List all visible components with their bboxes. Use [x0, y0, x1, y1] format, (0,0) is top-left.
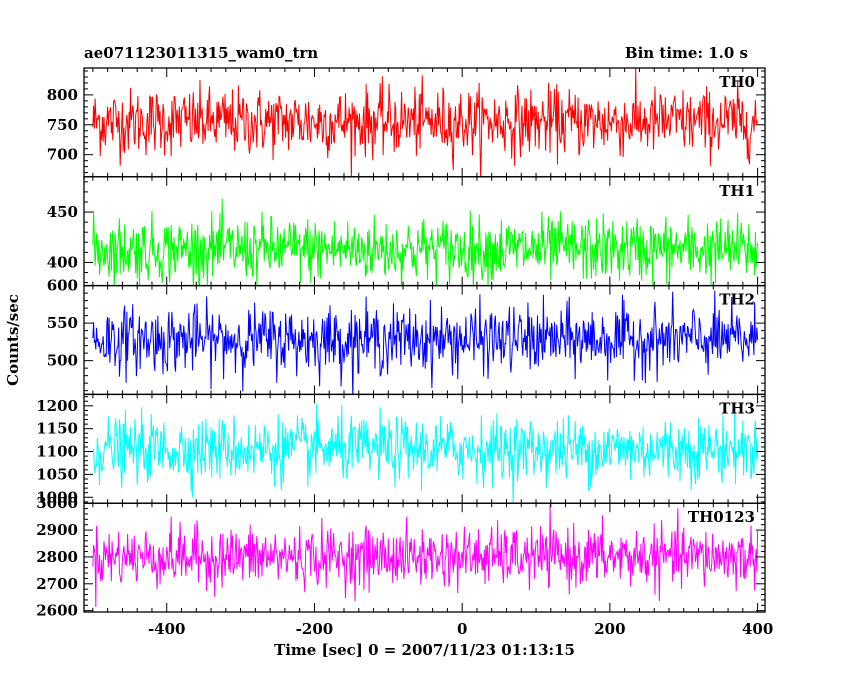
y-tick-label: 2700: [36, 575, 78, 593]
panel-frame: [83, 502, 766, 613]
panel-th0: 700 750 800 TH0: [47, 67, 766, 178]
panel-th1: 400 450 TH1: [47, 176, 766, 287]
series-line-th3: [92, 403, 759, 503]
panel-label-th2: TH2: [719, 291, 755, 309]
y-tick-label: 2800: [36, 548, 78, 566]
x-axis-label: Time [sec] 0 = 2007/11/23 01:13:15: [274, 641, 575, 659]
y-tick-label: 600: [47, 277, 78, 295]
series-line-th0123: [92, 504, 759, 607]
y-tick-label: 2900: [36, 521, 78, 539]
y-tick-label: 450: [47, 203, 78, 221]
panel-label-th3: TH3: [719, 399, 755, 417]
y-tick-label: 3000: [36, 494, 78, 512]
y-tick-label: 2600: [36, 602, 78, 620]
y-tick-label: 400: [47, 253, 78, 271]
x-tick-label: 0: [457, 620, 467, 638]
y-tick-label: 1000: [36, 488, 78, 506]
x-tick-label: -200: [296, 620, 334, 638]
y-tick-label: 500: [47, 352, 78, 370]
y-axis-label: Counts/sec: [4, 294, 22, 386]
panel-th3: 1000 1050 1100 1150 1200 TH3: [36, 393, 766, 506]
series-line-th2: [92, 290, 759, 395]
panel-th0123: 2600 2700 2800 2900 3000 TH0123: [36, 494, 766, 620]
x-tick-label: 200: [594, 620, 625, 638]
y-tick-label: 1200: [36, 397, 78, 415]
y-tick-label: 1150: [36, 420, 78, 438]
y-tick-label: 550: [47, 314, 78, 332]
chart-title: ae071123011315_wam0_trn: [84, 44, 319, 62]
y-tick-label: 800: [47, 86, 78, 104]
x-tick-label: 400: [742, 620, 773, 638]
panel-label-th1: TH1: [719, 182, 755, 200]
bin-time-label: Bin time: 1.0 s: [624, 44, 748, 62]
y-tick-label: 750: [47, 116, 78, 134]
y-tick-label: 700: [47, 146, 78, 164]
x-tick-label: -400: [148, 620, 186, 638]
panel-label-th0: TH0: [719, 73, 755, 91]
y-tick-label: 1100: [36, 443, 78, 461]
panel-th2: 500 550 600 TH2: [47, 277, 766, 396]
series-line-th0: [92, 68, 759, 177]
series-line-th1: [92, 198, 759, 286]
y-tick-label: 1050: [36, 465, 78, 483]
panel-label-th0123: TH0123: [688, 508, 755, 526]
